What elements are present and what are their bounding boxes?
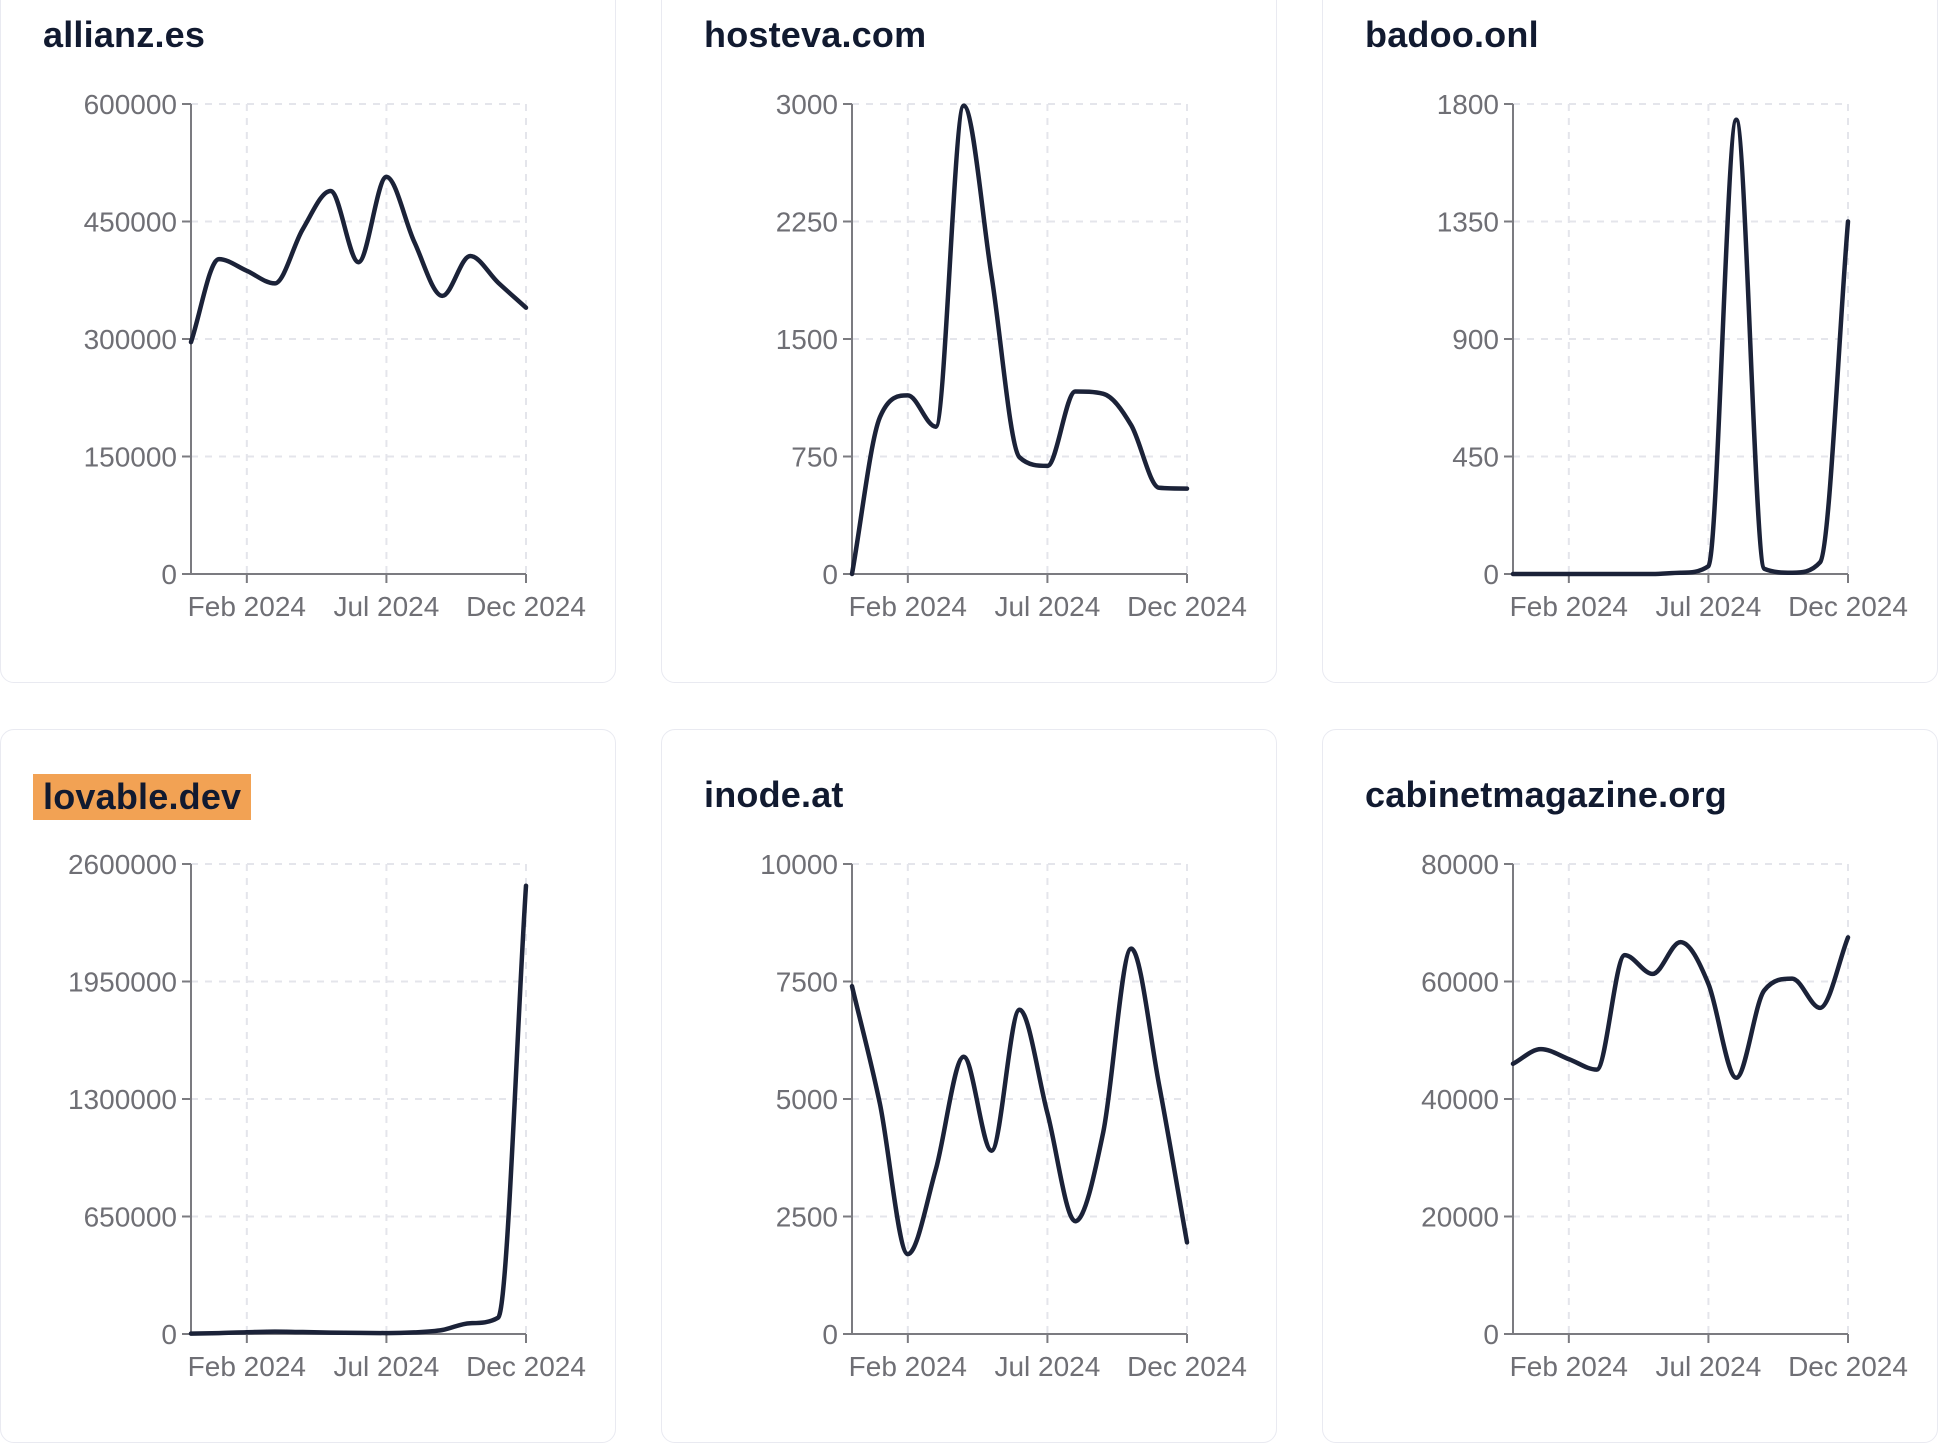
y-tick-label: 80000 bbox=[1421, 849, 1499, 880]
x-tick-label: Jul 2024 bbox=[994, 1351, 1100, 1382]
card-title: badoo.onl bbox=[1365, 14, 1539, 56]
x-tick-label: Feb 2024 bbox=[188, 591, 306, 622]
domain-card[interactable]: lovable.dev 0 650000 1300000 1950000 2600000… bbox=[0, 729, 616, 1443]
y-tick-label: 5000 bbox=[776, 1084, 838, 1115]
domain-title: cabinetmagazine.org bbox=[1365, 774, 1727, 815]
traffic-chart: 0 2500 5000 7500 10000 Feb 2024 Jul 2024 Dec 20… bbox=[760, 849, 1247, 1382]
y-tick-label: 450 bbox=[1452, 442, 1499, 473]
domain-card[interactable]: allianz.es 0 150000 300000 450000 600000 Feb … bbox=[0, 0, 616, 683]
domain-title: allianz.es bbox=[43, 14, 206, 55]
y-tick-label: 0 bbox=[161, 559, 177, 590]
x-tick-label: Jul 2024 bbox=[333, 591, 439, 622]
traffic-chart: 0 750 1500 2250 3000 Feb 2024 Jul 2024 Dec 2024 bbox=[776, 89, 1247, 622]
x-tick-label: Jul 2024 bbox=[333, 1351, 439, 1382]
domain-card[interactable]: cabinetmagazine.org 0 20000 40000 60000 8000… bbox=[1322, 729, 1938, 1443]
y-tick-label: 1350 bbox=[1437, 207, 1499, 238]
y-tick-label: 0 bbox=[1483, 559, 1499, 590]
domain-card[interactable]: inode.at 0 2500 5000 7500 10000 Feb 2024 Jul 2… bbox=[661, 729, 1277, 1443]
y-tick-label: 450000 bbox=[84, 207, 177, 238]
x-tick-label: Dec 2024 bbox=[466, 1351, 586, 1382]
y-tick-label: 150000 bbox=[84, 442, 177, 473]
domain-title: inode.at bbox=[704, 774, 844, 815]
y-tick-label: 1500 bbox=[776, 324, 838, 355]
card-title: allianz.es bbox=[43, 14, 205, 56]
x-tick-label: Feb 2024 bbox=[849, 1351, 967, 1382]
traffic-chart: 0 650000 1300000 1950000 2600000 Feb 2024 Jul … bbox=[68, 849, 586, 1382]
domain-card[interactable]: badoo.onl 0 450 900 1350 1800 Feb 2024 Jul 202… bbox=[1322, 0, 1938, 683]
x-tick-label: Dec 2024 bbox=[1788, 591, 1908, 622]
card-title: cabinetmagazine.org bbox=[1365, 774, 1727, 816]
x-tick-label: Feb 2024 bbox=[849, 591, 967, 622]
y-tick-label: 750 bbox=[791, 442, 838, 473]
y-tick-label: 7500 bbox=[776, 967, 838, 998]
traffic-chart: 0 450 900 1350 1800 Feb 2024 Jul 2024 Dec 2024 bbox=[1437, 89, 1908, 622]
x-tick-label: Dec 2024 bbox=[1788, 1351, 1908, 1382]
traffic-chart: 0 20000 40000 60000 80000 Feb 2024 Jul 2024 Dec… bbox=[1421, 849, 1908, 1382]
y-tick-label: 900 bbox=[1452, 324, 1499, 355]
traffic-line bbox=[849, 103, 1190, 577]
x-tick-label: Dec 2024 bbox=[466, 591, 586, 622]
x-tick-label: Dec 2024 bbox=[1127, 1351, 1247, 1382]
traffic-chart: 0 150000 300000 450000 600000 Feb 2024 Jul 202… bbox=[84, 89, 586, 622]
traffic-line bbox=[849, 946, 1190, 1257]
y-tick-label: 2600000 bbox=[68, 849, 177, 880]
y-tick-label: 0 bbox=[822, 1319, 838, 1350]
y-tick-label: 0 bbox=[822, 559, 838, 590]
traffic-line bbox=[188, 883, 529, 1336]
domain-title: lovable.dev bbox=[33, 774, 252, 820]
x-tick-label: Jul 2024 bbox=[994, 591, 1100, 622]
x-tick-label: Jul 2024 bbox=[1655, 591, 1761, 622]
y-tick-label: 300000 bbox=[84, 324, 177, 355]
x-tick-label: Feb 2024 bbox=[188, 1351, 306, 1382]
traffic-line bbox=[1510, 117, 1851, 577]
y-tick-label: 20000 bbox=[1421, 1202, 1499, 1233]
traffic-line bbox=[1510, 935, 1851, 1081]
traffic-line bbox=[188, 174, 529, 345]
x-tick-label: Dec 2024 bbox=[1127, 591, 1247, 622]
y-tick-label: 1950000 bbox=[68, 967, 177, 998]
card-title: lovable.dev bbox=[33, 774, 252, 820]
domain-title: hosteva.com bbox=[704, 14, 927, 55]
y-tick-label: 0 bbox=[1483, 1319, 1499, 1350]
y-tick-label: 2250 bbox=[776, 207, 838, 238]
y-tick-label: 1800 bbox=[1437, 89, 1499, 120]
x-tick-label: Jul 2024 bbox=[1655, 1351, 1761, 1382]
y-tick-label: 10000 bbox=[760, 849, 838, 880]
y-tick-label: 1300000 bbox=[68, 1084, 177, 1115]
y-tick-label: 3000 bbox=[776, 89, 838, 120]
card-title: hosteva.com bbox=[704, 14, 926, 56]
y-tick-label: 600000 bbox=[84, 89, 177, 120]
y-tick-label: 0 bbox=[161, 1319, 177, 1350]
y-tick-label: 60000 bbox=[1421, 967, 1499, 998]
x-tick-label: Feb 2024 bbox=[1510, 591, 1628, 622]
y-tick-label: 650000 bbox=[84, 1202, 177, 1233]
y-tick-label: 2500 bbox=[776, 1202, 838, 1233]
domain-title: badoo.onl bbox=[1365, 14, 1539, 55]
card-title: inode.at bbox=[704, 774, 844, 816]
y-tick-label: 40000 bbox=[1421, 1084, 1499, 1115]
domain-card[interactable]: hosteva.com 0 750 1500 2250 3000 Feb 2024 Jul … bbox=[661, 0, 1277, 683]
x-tick-label: Feb 2024 bbox=[1510, 1351, 1628, 1382]
